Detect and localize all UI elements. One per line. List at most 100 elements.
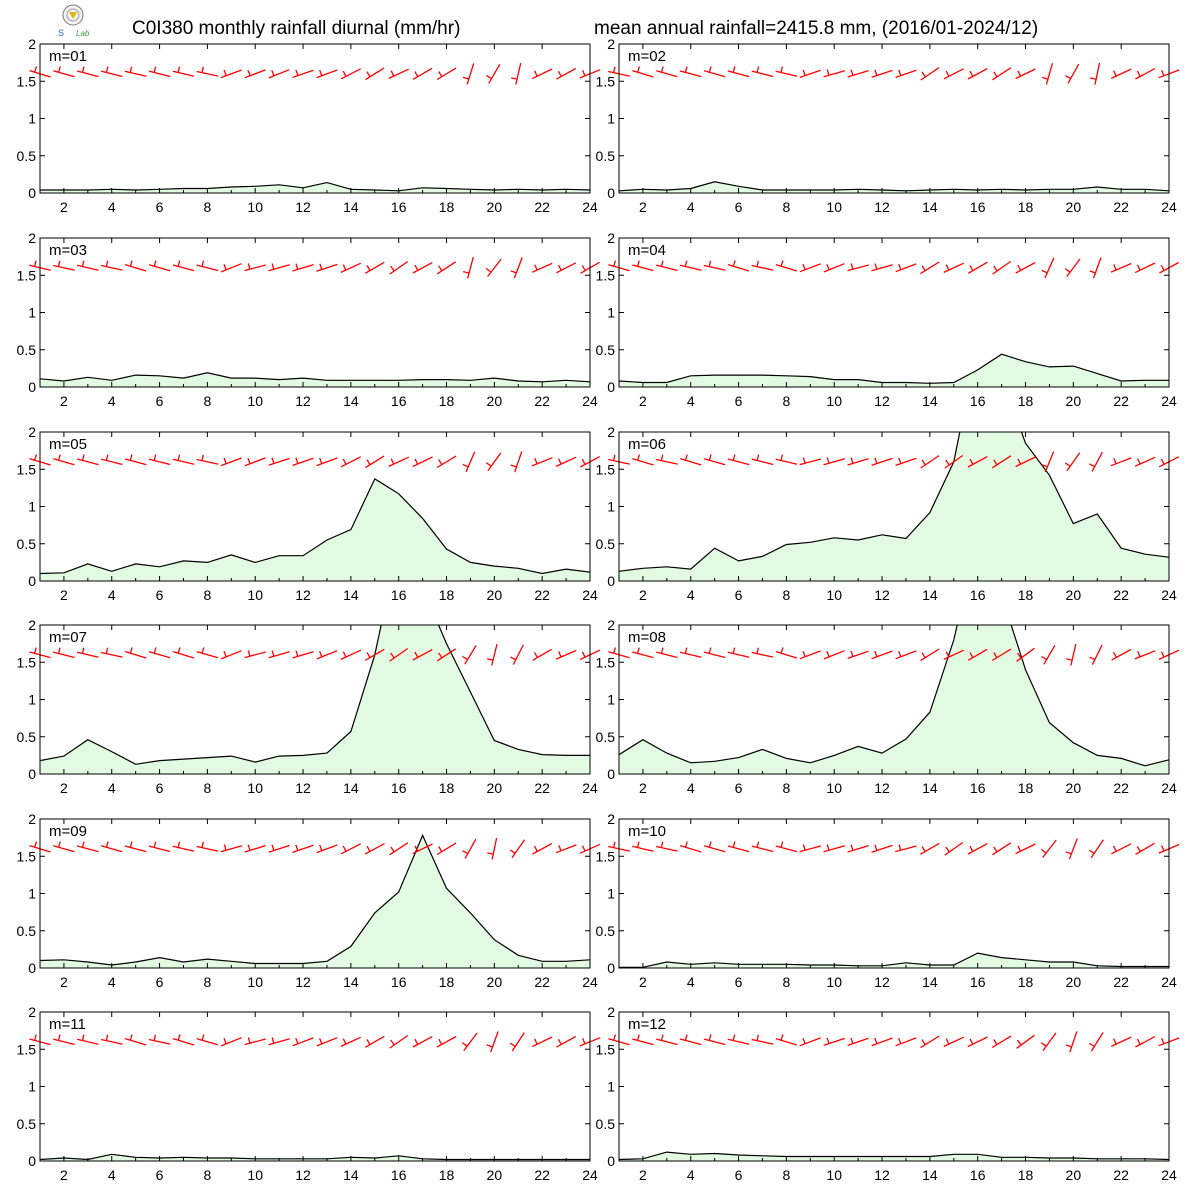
x-tick-label: 24 (1161, 393, 1177, 409)
wind-barb (1042, 63, 1054, 85)
x-tick-label: 24 (582, 393, 598, 409)
x-tick-label: 18 (1018, 199, 1034, 215)
x-tick-label: 10 (247, 393, 263, 409)
wind-barb (847, 457, 869, 466)
wind-barb (1088, 839, 1104, 859)
wind-barb (1016, 1034, 1035, 1049)
panel-frame (618, 237, 1170, 388)
wind-barb (487, 837, 498, 860)
wind-barb (992, 842, 1012, 856)
wind-barb (555, 844, 577, 854)
wind-barb (292, 263, 314, 272)
wind-barb (775, 841, 798, 853)
y-tick-label: 1 (607, 499, 615, 515)
wind-barb (799, 69, 821, 79)
wind-barb (124, 260, 147, 272)
x-tick-label: 12 (295, 1167, 311, 1183)
y-tick-label: 1 (28, 499, 36, 515)
chart-subtitle: mean annual rainfall=2415.8 mm, (2016/01… (594, 18, 1039, 39)
wind-barb (148, 66, 171, 78)
wind-barb (799, 650, 821, 660)
wind-barb (172, 260, 195, 272)
wind-barb (244, 263, 266, 272)
wind-barb (365, 67, 385, 81)
x-tick-label: 4 (687, 1167, 695, 1183)
x-tick-label: 14 (343, 1167, 359, 1183)
y-tick-label: 1 (607, 886, 615, 902)
wind-barb (1089, 257, 1102, 279)
wind-barb (77, 454, 99, 466)
wind-barb (920, 648, 940, 662)
wind-barb (679, 1034, 702, 1046)
wind-barb (632, 841, 654, 852)
wind-barb (531, 457, 553, 467)
wind-barb (632, 647, 654, 659)
wind-barb (101, 841, 123, 853)
wind-barb (244, 1037, 266, 1046)
wind-barb (486, 63, 501, 84)
y-tick-label: 1 (28, 692, 36, 708)
x-tick-label: 2 (60, 780, 68, 796)
y-tick-label: 0 (28, 185, 36, 201)
rain-area (619, 432, 1169, 581)
x-tick-label: 6 (735, 199, 743, 215)
x-tick-label: 10 (247, 1167, 263, 1183)
wind-barb (823, 1037, 845, 1046)
y-tick-label: 1.5 (17, 461, 37, 477)
wind-barb (1015, 456, 1036, 468)
rain-line (40, 372, 590, 383)
y-tick-label: 0 (28, 766, 36, 782)
x-tick-label: 24 (582, 587, 598, 603)
wind-barb (485, 452, 502, 472)
wind-barb (895, 650, 917, 660)
wind-barb (364, 261, 385, 274)
wind-barb (727, 66, 750, 78)
chart-header: S Lab C0I380 monthly rainfall diurnal (m… (0, 0, 1200, 44)
wind-barb (555, 649, 577, 660)
wind-barb (632, 454, 654, 466)
x-tick-label: 4 (687, 974, 695, 990)
wind-barb (244, 69, 266, 79)
x-tick-label: 8 (203, 587, 211, 603)
wind-barb (268, 457, 290, 466)
panel-m=06: 00.511.522 4 6 8 10 12 14 16 18 20 22 24m=06 (596, 424, 1180, 603)
wind-barb (992, 67, 1012, 81)
x-tick-label: 12 (874, 393, 890, 409)
x-tick-label: 12 (874, 1167, 890, 1183)
wind-barb (316, 69, 338, 79)
x-tick-label: 18 (1018, 1167, 1034, 1183)
wind-barb (920, 1035, 940, 1049)
wind-barb (555, 456, 577, 467)
y-tick-label: 0.5 (596, 729, 616, 745)
wind-barb (53, 260, 75, 271)
x-tick-label: 8 (203, 199, 211, 215)
wind-barb (76, 647, 99, 658)
x-tick-label: 24 (1161, 1167, 1177, 1183)
panel-label: m=01 (49, 48, 87, 65)
y-tick-label: 0 (28, 960, 36, 976)
wind-barb (172, 841, 195, 852)
wind-barb (823, 650, 845, 660)
x-tick-label: 6 (156, 587, 164, 603)
x-tick-label: 14 (922, 974, 938, 990)
rain-area (619, 953, 1169, 968)
svg-text:S: S (58, 28, 64, 38)
x-tick-label: 14 (343, 780, 359, 796)
wind-barb (268, 650, 290, 659)
wind-barb (53, 1034, 75, 1046)
wind-barb (1016, 647, 1035, 662)
wind-barb (1065, 63, 1080, 84)
x-tick-label: 22 (534, 393, 550, 409)
wind-barb (510, 451, 523, 473)
wind-barb (967, 68, 988, 80)
x-tick-label: 18 (439, 587, 455, 603)
x-tick-label: 4 (108, 587, 116, 603)
wind-barb (1111, 648, 1132, 661)
wind-barb (679, 66, 702, 78)
y-tick-label: 1.5 (17, 1041, 37, 1057)
y-tick-label: 1.5 (596, 654, 616, 670)
x-tick-label: 12 (874, 199, 890, 215)
wind-barb (823, 844, 845, 853)
wind-barb (462, 63, 475, 85)
x-tick-label: 2 (639, 393, 647, 409)
